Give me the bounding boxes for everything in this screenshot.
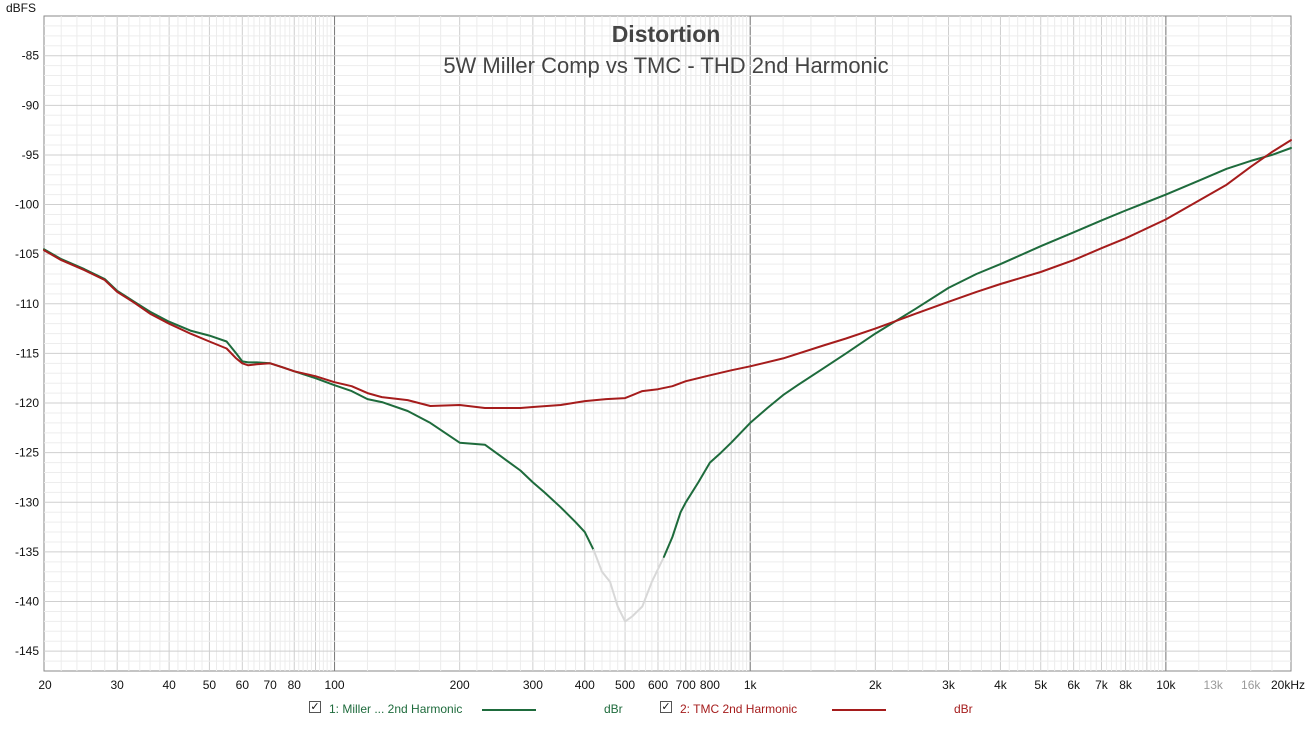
x-tick-label: 400 bbox=[575, 678, 595, 692]
x-tick-label: 800 bbox=[700, 678, 720, 692]
grid bbox=[43, 15, 1292, 672]
y-tick-label: -95 bbox=[22, 148, 40, 162]
series-2-legend-label: 2: TMC 2nd Harmonic bbox=[680, 702, 798, 716]
series-2-unit: dBr bbox=[954, 702, 973, 716]
y-tick-label: -115 bbox=[16, 346, 39, 360]
x-tick-label: 3k bbox=[942, 678, 956, 692]
x-tick-label: 8k bbox=[1119, 678, 1133, 692]
x-tick-label: 5k bbox=[1034, 678, 1048, 692]
y-tick-label: -130 bbox=[15, 495, 39, 509]
series-1-faded-segment bbox=[592, 548, 665, 623]
x-tick-label: 50 bbox=[203, 678, 217, 692]
y-tick-label: -145 bbox=[15, 644, 39, 658]
x-tick-label: 300 bbox=[523, 678, 543, 692]
series-1-unit: dBr bbox=[604, 702, 623, 716]
y-axis-unit-label: dBFS bbox=[6, 1, 36, 15]
x-tick-label: 200 bbox=[450, 678, 470, 692]
x-tick-label: 16k bbox=[1241, 678, 1261, 692]
x-tick-label: 7k bbox=[1095, 678, 1109, 692]
x-tick-label: 2k bbox=[869, 678, 883, 692]
x-tick-label: 100 bbox=[325, 678, 345, 692]
y-tick-label: -105 bbox=[15, 247, 39, 261]
chart-subtitle: 5W Miller Comp vs TMC - THD 2nd Harmonic bbox=[443, 53, 888, 78]
series-2-line bbox=[43, 139, 1292, 409]
chart-title: Distortion bbox=[612, 21, 721, 47]
x-tick-label: 30 bbox=[111, 678, 125, 692]
y-tick-label: -140 bbox=[15, 595, 39, 609]
legend: ✓ 1: Miller ... 2nd Harmonic dBr ✓ 2: TM… bbox=[0, 700, 1312, 720]
series-2-checkbox[interactable]: ✓ bbox=[660, 701, 672, 713]
x-tick-label: 700 bbox=[676, 678, 696, 692]
y-tick-label: -85 bbox=[22, 49, 40, 63]
series-layer bbox=[43, 139, 1292, 623]
x-tick-label: 20kHz bbox=[1271, 678, 1305, 692]
x-tick-label: 500 bbox=[615, 678, 635, 692]
y-tick-label: -135 bbox=[15, 545, 39, 559]
x-tick-label: 13k bbox=[1204, 678, 1224, 692]
series-2-swatch bbox=[832, 709, 886, 711]
x-tick-label: 80 bbox=[288, 678, 302, 692]
series-1-line bbox=[662, 147, 1292, 558]
x-tick-label: 10k bbox=[1156, 678, 1176, 692]
x-tick-label: 4k bbox=[994, 678, 1008, 692]
x-tick-label: 20 bbox=[38, 678, 52, 692]
y-tick-label: -90 bbox=[22, 98, 40, 112]
y-tick-label: -100 bbox=[15, 198, 39, 212]
x-tick-label: 70 bbox=[263, 678, 277, 692]
x-tick-label: 600 bbox=[648, 678, 668, 692]
series-1-checkbox[interactable]: ✓ bbox=[309, 701, 321, 713]
series-1-swatch bbox=[482, 709, 536, 711]
x-tick-label: 6k bbox=[1067, 678, 1081, 692]
x-tick-label: 60 bbox=[236, 678, 250, 692]
y-tick-label: -110 bbox=[16, 297, 39, 311]
x-tick-label: 1k bbox=[744, 678, 758, 692]
y-tick-label: -120 bbox=[15, 396, 39, 410]
x-tick-label: 40 bbox=[162, 678, 176, 692]
tick-labels: -85 -90 -95 -100 -105 -110 -115 -120 -125 -130 -13… bbox=[15, 49, 1305, 692]
y-tick-label: -125 bbox=[15, 446, 39, 460]
series-1-legend-label: 1: Miller ... 2nd Harmonic bbox=[329, 702, 463, 716]
